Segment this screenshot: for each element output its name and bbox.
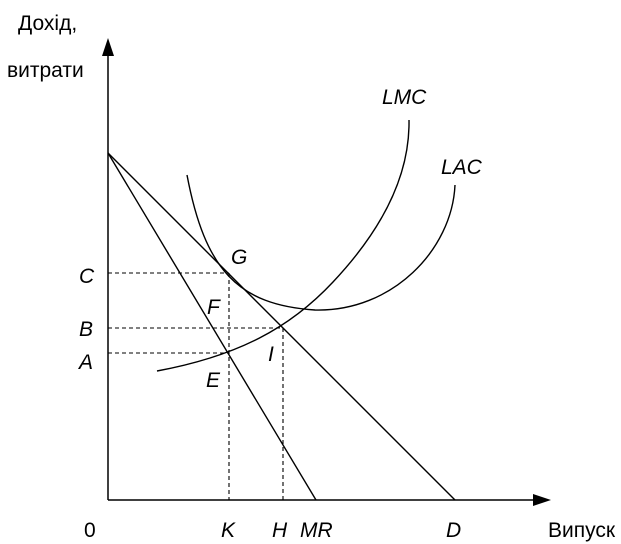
y-axis-arrow xyxy=(102,38,114,56)
x-axis-arrow xyxy=(533,494,551,506)
x-tick-mr: MR xyxy=(300,519,333,542)
x-tick-h: H xyxy=(272,519,288,542)
x-axis-label: Випуск xyxy=(548,519,616,542)
x-tick-k: K xyxy=(221,519,236,542)
y-tick-b: B xyxy=(79,318,93,341)
lac-label: LAC xyxy=(441,156,483,179)
lmc-curve xyxy=(156,119,410,372)
point-i-label: I xyxy=(268,343,274,366)
point-f-label: F xyxy=(207,296,221,319)
y-axis-label-line1: Дохід, xyxy=(18,12,77,35)
lac-curve xyxy=(186,174,456,311)
x-tick-d: D xyxy=(446,519,461,542)
point-e-label: E xyxy=(206,369,221,392)
demand-line xyxy=(107,152,456,501)
lmc-label: LMC xyxy=(382,86,427,109)
marginal-revenue-line xyxy=(107,152,317,501)
y-axis-label-line2: витрати xyxy=(7,59,84,82)
point-g-label: G xyxy=(231,246,247,269)
y-tick-a: A xyxy=(77,351,93,374)
origin-label: 0 xyxy=(84,519,96,542)
y-tick-c: C xyxy=(79,265,95,288)
